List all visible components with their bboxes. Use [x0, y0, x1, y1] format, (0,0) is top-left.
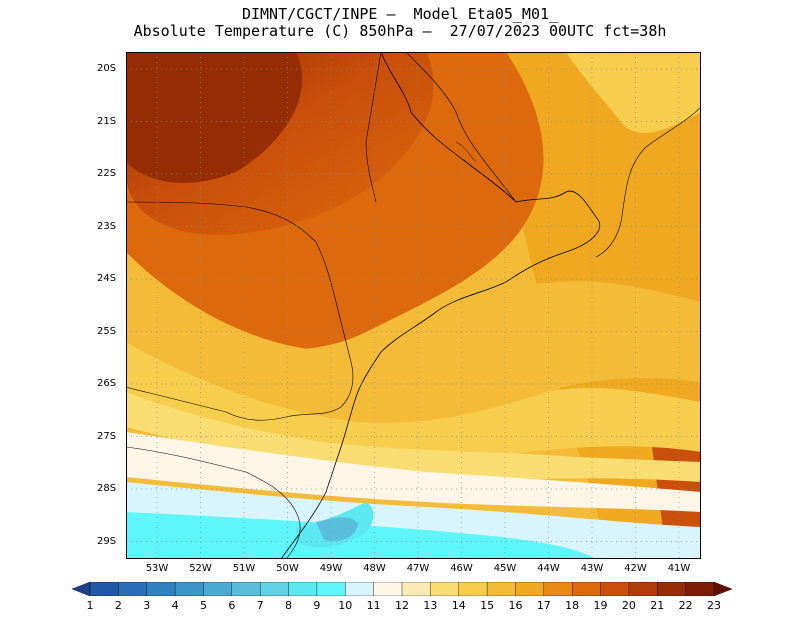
- colorbar-swatch: [543, 582, 573, 596]
- colorbar-tick-label: 1: [86, 599, 94, 612]
- colorbar: [72, 582, 732, 596]
- lat-tick-label: 28S: [97, 483, 117, 494]
- colorbar-swatch: [89, 582, 120, 596]
- reservoir-outline: [455, 141, 477, 163]
- colorbar-swatch: [628, 582, 658, 596]
- lat-tick-label: 21S: [97, 115, 117, 127]
- colorbar-tick-label: 2: [114, 599, 122, 612]
- colorbar-swatch: [174, 582, 205, 596]
- chart-title: DIMNT/CGCT/INPE – Model Eta05_M01_ Absol…: [0, 6, 800, 40]
- colorbar-tick-label: 19: [593, 599, 608, 612]
- colorbar-swatch: [373, 582, 403, 596]
- colorbar-tick-label: 18: [565, 599, 580, 612]
- colorbar-swatch: [486, 582, 517, 596]
- lon-tick-label: 52W: [189, 563, 212, 574]
- colorbar-swatch: [430, 582, 460, 596]
- temperature-band-16: [126, 252, 701, 436]
- lat-tick-label: 26S: [97, 378, 117, 389]
- colorbar-swatch: [231, 582, 261, 596]
- lon-tick-label: 42W: [624, 563, 647, 574]
- colorbar-swatch: [316, 582, 346, 596]
- colorbar-swatch: [515, 582, 545, 596]
- lon-tick-label: 48W: [363, 563, 386, 574]
- colorbar-swatch: [146, 582, 176, 596]
- lon-tick-label: 43W: [580, 563, 604, 574]
- temperature-band-12: [126, 432, 701, 512]
- colorbar-tick-label: 7: [256, 599, 264, 612]
- state-border-parana: [126, 201, 354, 421]
- state-border-ms: [365, 52, 382, 203]
- colorbar-tick-label: 5: [199, 599, 207, 612]
- colorbar-swatch: [600, 582, 630, 596]
- lon-tick-label: 44W: [537, 563, 560, 574]
- map-grid: [126, 52, 701, 559]
- lon-tick-label: 41W: [667, 563, 691, 574]
- lat-tick-label: 20S: [97, 63, 117, 74]
- colorbar-swatch: [118, 582, 148, 596]
- colorbar-swatch: [458, 582, 488, 596]
- lat-tick-label: 25S: [97, 325, 117, 337]
- colorbar-tick-label: 21: [650, 599, 665, 612]
- colorbar-tick-label: 11: [366, 599, 381, 612]
- colorbar-tick-label: 6: [228, 599, 236, 612]
- colorbar-tick-label: 23: [707, 599, 721, 612]
- colorbar-tick-label: 10: [338, 599, 353, 612]
- temperature-band-15: [126, 342, 701, 460]
- lat-tick-label: 29S: [97, 535, 117, 547]
- lon-tick-label: 51W: [232, 563, 256, 574]
- title-line-1: DIMNT/CGCT/INPE – Model Eta05_M01_: [241, 5, 559, 23]
- colorbar-tick-label: 17: [536, 599, 551, 612]
- colorbar-swatch: [345, 582, 375, 596]
- colorbar-tick-label: 15: [480, 599, 495, 612]
- state-border-es: [595, 106, 701, 258]
- lon-tick-label: 53W: [145, 563, 169, 574]
- lon-tick-label: 50W: [276, 563, 299, 574]
- lon-tick-label: 49W: [319, 563, 343, 574]
- colorbar-tick-label: 22: [678, 599, 693, 612]
- colorbar-swatch: [571, 582, 602, 596]
- colorbar-tick-label: 8: [285, 599, 293, 612]
- temperature-band-22: [126, 52, 303, 183]
- colorbar-tick-label: 13: [423, 599, 438, 612]
- lat-tick-label: 27S: [97, 430, 117, 442]
- colorbar-swatch: [657, 582, 687, 596]
- coastline: [280, 52, 601, 559]
- colorbar-tick-label: 16: [508, 599, 523, 612]
- colorbar-tick-label: 3: [143, 599, 151, 612]
- lat-tick-label: 22S: [97, 168, 117, 179]
- temperature-band-15-ne: [566, 52, 701, 133]
- lat-tick-label: 24S: [97, 273, 117, 284]
- lon-tick-label: 46W: [450, 563, 473, 574]
- colorbar-swatch: [685, 582, 715, 596]
- temperature-map: [126, 52, 701, 559]
- colorbar-tick-label: 9: [313, 599, 321, 612]
- map-border: [126, 52, 701, 559]
- colorbar-tick-label: 12: [395, 599, 409, 612]
- colorbar-tick-label: 20: [621, 599, 636, 612]
- lon-tick-label: 47W: [406, 563, 430, 574]
- colorbar-tick-label: 4: [171, 599, 179, 612]
- temperature-band-10: [126, 512, 596, 559]
- colorbar-swatch: [259, 582, 290, 596]
- colorbar-swatch: [72, 582, 91, 596]
- temperature-band-8: [316, 517, 358, 542]
- colorbar-swatch: [713, 582, 732, 596]
- colorbar-swatch: [401, 582, 432, 596]
- lat-tick-label: 23S: [97, 220, 117, 232]
- state-border-mg: [405, 52, 517, 203]
- colorbar-swatch: [203, 582, 233, 596]
- state-border-rs: [126, 446, 301, 559]
- colorbar-swatch: [288, 582, 318, 596]
- colorbar-tick-label: 14: [451, 599, 466, 612]
- title-line-2: Absolute Temperature (C) 850hPa – 27/07/…: [133, 22, 667, 40]
- lon-tick-label: 45W: [493, 563, 517, 574]
